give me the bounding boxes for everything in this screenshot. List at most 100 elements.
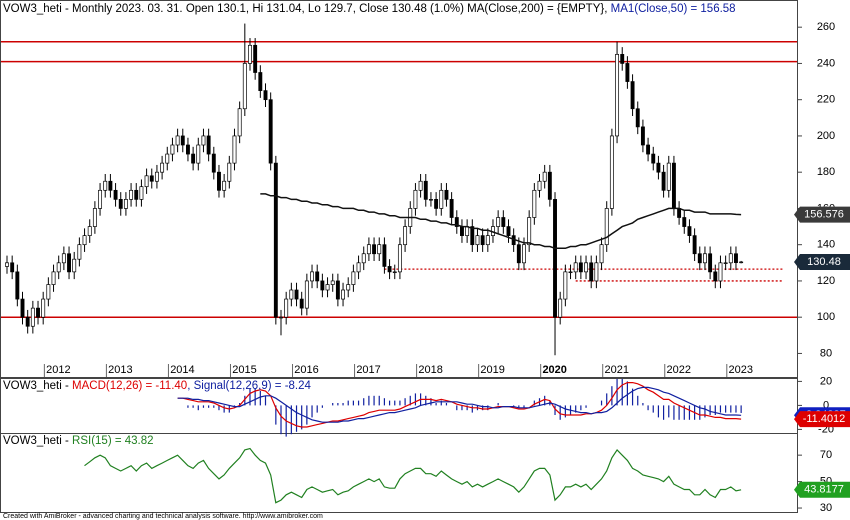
candle-body (36, 307, 40, 318)
candle-body (284, 298, 289, 318)
candle-body (20, 298, 25, 318)
candle-body (227, 162, 232, 182)
close-last-label-box (794, 253, 850, 270)
candle-body (165, 153, 170, 164)
candle-body (599, 244, 604, 264)
candle-body (139, 186, 144, 200)
candle-body (98, 189, 103, 209)
y-tick-label: 180 (817, 166, 835, 178)
candle-body (351, 271, 356, 285)
rsi-header: VOW3_heti - RSI(15) = 43.82 (3, 435, 154, 447)
candle-body (640, 126, 645, 146)
y-tick-label: 200 (817, 130, 835, 142)
candle-body (713, 271, 718, 282)
rsi-title: RSI(15) = 43.82 (72, 435, 154, 447)
candle-body (61, 253, 66, 264)
y-tick-label: 100 (817, 311, 835, 323)
candle-body (615, 54, 620, 137)
candle-body (434, 199, 439, 209)
signal-line (177, 386, 742, 423)
candle-body (315, 271, 320, 282)
candle-body (175, 135, 180, 146)
footer: Created with AmiBroker - advanced charti… (3, 513, 323, 520)
x-tick-label: 2023 (729, 364, 753, 376)
close-last-label: 130.48 (807, 256, 841, 268)
y-tick-label: 140 (817, 239, 835, 251)
candle-body (211, 153, 216, 173)
x-tick-label: 2012 (46, 364, 70, 376)
candle-body (41, 298, 46, 318)
y-tick-label: 220 (817, 94, 835, 106)
candle-body (625, 63, 630, 82)
candle-body (465, 226, 470, 236)
candle-body (46, 284, 51, 300)
candle-body (15, 271, 20, 300)
candle-body (72, 258, 77, 273)
candle-body (428, 199, 433, 201)
candle-body (237, 108, 242, 137)
y-tick-label: 260 (817, 21, 835, 33)
candle-body (635, 108, 640, 128)
candle-body (687, 226, 692, 236)
candle-body (341, 289, 346, 300)
candle-body (537, 180, 542, 191)
candle-body (604, 208, 609, 246)
candle-body (320, 280, 325, 291)
candle-body (387, 266, 392, 273)
candle-body (366, 244, 371, 255)
candle-body (542, 171, 547, 182)
marks: 80100120140160180200220240260-2002030507… (1, 21, 850, 514)
candle-body (149, 175, 154, 182)
candle-body (449, 199, 454, 218)
candle-body (677, 208, 682, 218)
signal-title: , Signal(12,26,9) = -8.24 (187, 380, 311, 392)
candle-body (330, 280, 335, 285)
candle-body (82, 235, 87, 246)
candle-body (454, 217, 459, 227)
candle-body (273, 162, 278, 318)
ma-line (260, 193, 742, 250)
candle-body (263, 90, 268, 101)
ma-last-label: 156.576 (804, 209, 844, 221)
candle-body (377, 244, 382, 255)
candle-body (310, 271, 314, 282)
candle-body (682, 217, 687, 227)
candle-body (692, 235, 697, 255)
candle-body (87, 226, 92, 236)
candle-body (475, 235, 480, 246)
candle-body (186, 144, 190, 155)
y-tick-label: 70 (820, 449, 832, 461)
macd-header: VOW3_heti - MACD(12,26) = -11.40, Signal… (3, 380, 312, 392)
candle-body (718, 262, 723, 282)
candle-body (702, 253, 707, 264)
candle-body (666, 162, 671, 191)
candle-body (547, 171, 552, 200)
candle-body (67, 253, 71, 273)
candle-body (289, 289, 294, 300)
candle-body (113, 189, 118, 200)
candle-body (232, 135, 237, 164)
x-tick-label: 2014 (170, 364, 194, 376)
candle-body (397, 244, 402, 273)
candle-body (584, 262, 588, 273)
candle-body (522, 244, 526, 264)
candle-body (299, 298, 304, 309)
candle-body (439, 189, 444, 209)
candle-body (630, 81, 635, 110)
candle-body (403, 226, 408, 246)
candle-body (51, 271, 56, 285)
candle-body (594, 262, 599, 282)
candle-body (697, 253, 702, 264)
x-tick-label: 2020 (542, 364, 566, 376)
y-tick-label: 80 (820, 347, 832, 359)
candle-body (325, 284, 330, 291)
candle-body (527, 217, 532, 246)
candle-body (656, 162, 661, 173)
candle-body (423, 180, 428, 200)
macd-last-label: -11.4012 (803, 413, 846, 425)
candle-body (372, 244, 377, 255)
candle-body (222, 180, 227, 191)
candle-body (444, 189, 449, 200)
header-text: VOW3_heti - Monthly 2023. 03. 31. Open 1… (3, 3, 611, 15)
candle-body (248, 44, 252, 64)
